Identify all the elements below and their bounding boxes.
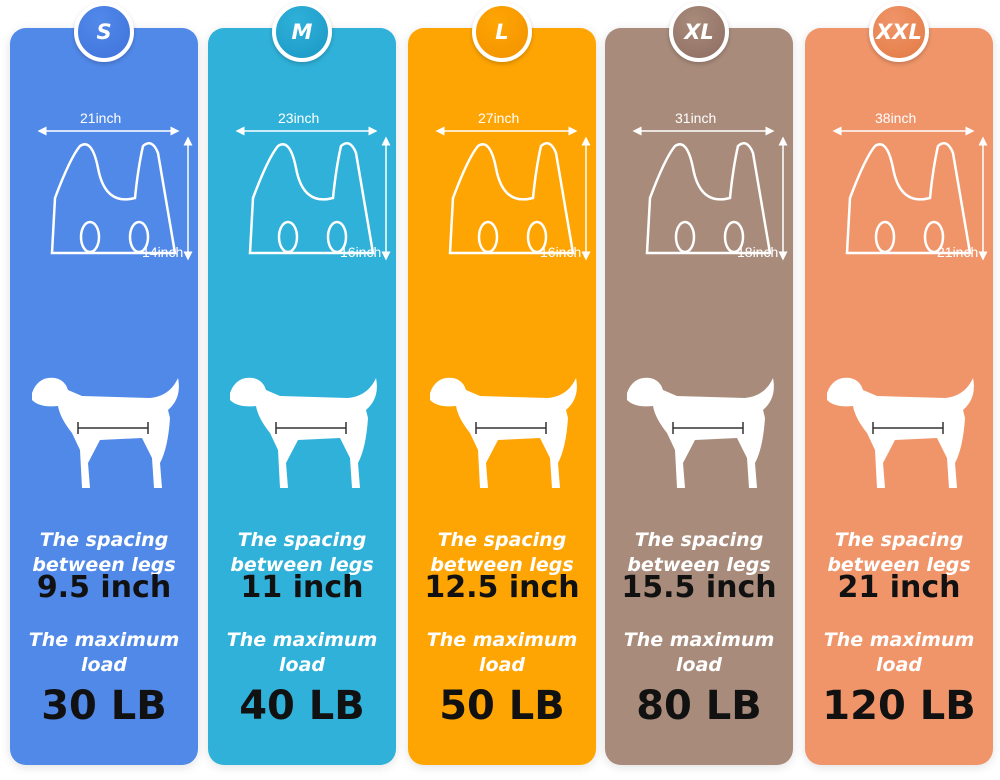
size-badge: L xyxy=(472,2,532,62)
spacing-label: The spacing between legs xyxy=(32,529,176,576)
size-column-s: S 21inch 14inch The spacing between legs… xyxy=(10,2,198,765)
harness-diagram-icon xyxy=(435,126,591,261)
max-load-label: The maximum load xyxy=(623,629,775,676)
size-column-xl: XL 31inch 18inch The spacing between leg… xyxy=(605,2,793,765)
size-column-xxl: XXL 38inch 21inch The spacing between le… xyxy=(805,2,993,765)
width-dimension: 23inch xyxy=(278,110,320,126)
size-badge: M xyxy=(272,2,332,62)
max-load-label: The maximum load xyxy=(226,629,378,676)
dog-silhouette-icon xyxy=(230,377,377,488)
max-load-value: 80 LB xyxy=(636,683,762,729)
width-dimension: 38inch xyxy=(875,110,917,126)
height-dimension: 14inch xyxy=(142,244,184,260)
height-dimension: 16inch xyxy=(340,244,382,260)
size-badge: S xyxy=(74,2,134,62)
size-column-l: L 27inch 16inch The spacing between legs… xyxy=(408,2,596,765)
spacing-label: The spacing between legs xyxy=(627,529,771,576)
width-dimension: 21inch xyxy=(80,110,122,126)
max-load-value: 30 LB xyxy=(41,683,167,729)
size-column-m: M 23inch 16inch The spacing between legs… xyxy=(208,2,396,765)
max-load-value: 40 LB xyxy=(239,683,365,729)
width-dimension: 27inch xyxy=(478,110,520,126)
harness-diagram-icon xyxy=(632,126,788,261)
max-load-label: The maximum load xyxy=(823,629,975,676)
spacing-value: 11 inch xyxy=(240,570,364,605)
harness-diagram-icon xyxy=(832,126,988,261)
harness-diagram-icon xyxy=(37,126,193,261)
size-badge: XL xyxy=(669,2,729,62)
max-load-value: 120 LB xyxy=(822,683,976,729)
width-dimension: 31inch xyxy=(675,110,717,126)
height-dimension: 18inch xyxy=(737,244,779,260)
spacing-label: The spacing between legs xyxy=(827,529,971,576)
size-badge: XXL xyxy=(869,2,929,62)
max-load-value: 50 LB xyxy=(439,683,565,729)
dog-silhouette-icon xyxy=(430,377,577,488)
spacing-label: The spacing between legs xyxy=(430,529,574,576)
dog-silhouette-icon xyxy=(32,377,179,488)
max-load-label: The maximum load xyxy=(28,629,180,676)
dog-silhouette-icon xyxy=(827,377,974,488)
spacing-value: 9.5 inch xyxy=(36,570,172,605)
spacing-label: The spacing between legs xyxy=(230,529,374,576)
spacing-value: 12.5 inch xyxy=(424,570,580,605)
dog-silhouette-icon xyxy=(627,377,774,488)
spacing-value: 21 inch xyxy=(837,570,961,605)
height-dimension: 21inch xyxy=(937,244,979,260)
harness-diagram-icon xyxy=(235,126,391,261)
spacing-value: 15.5 inch xyxy=(621,570,777,605)
height-dimension: 16inch xyxy=(540,244,582,260)
max-load-label: The maximum load xyxy=(426,629,578,676)
